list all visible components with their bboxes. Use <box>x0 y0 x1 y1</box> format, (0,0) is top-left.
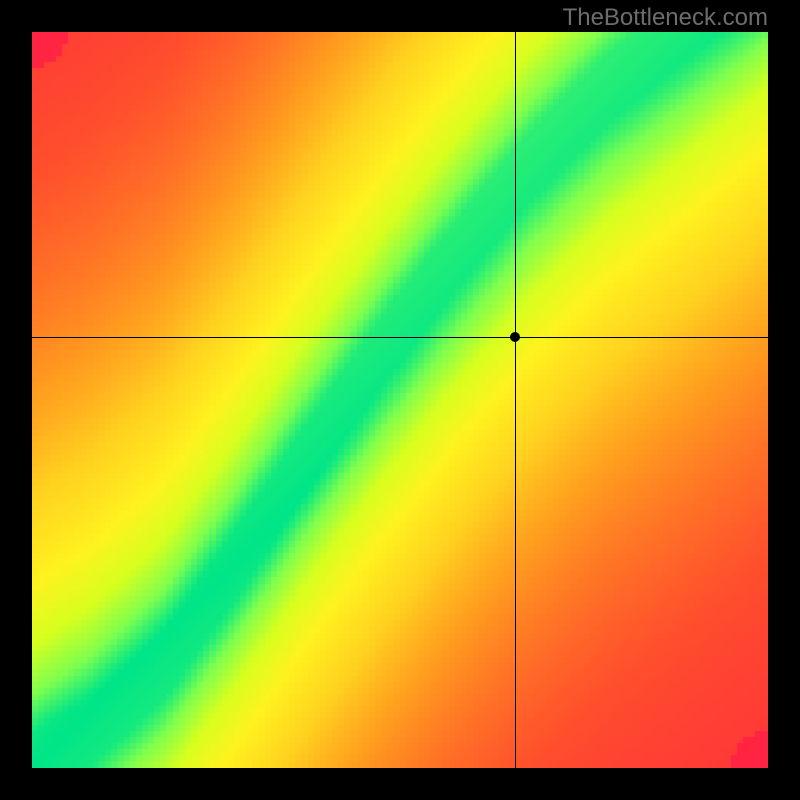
watermark-text: TheBottleneck.com <box>563 4 768 32</box>
crosshair-vertical <box>515 32 516 768</box>
chart-container: TheBottleneck.com <box>0 0 800 800</box>
crosshair-marker <box>510 332 520 342</box>
crosshair-horizontal <box>32 337 768 338</box>
heatmap-canvas <box>32 32 768 768</box>
